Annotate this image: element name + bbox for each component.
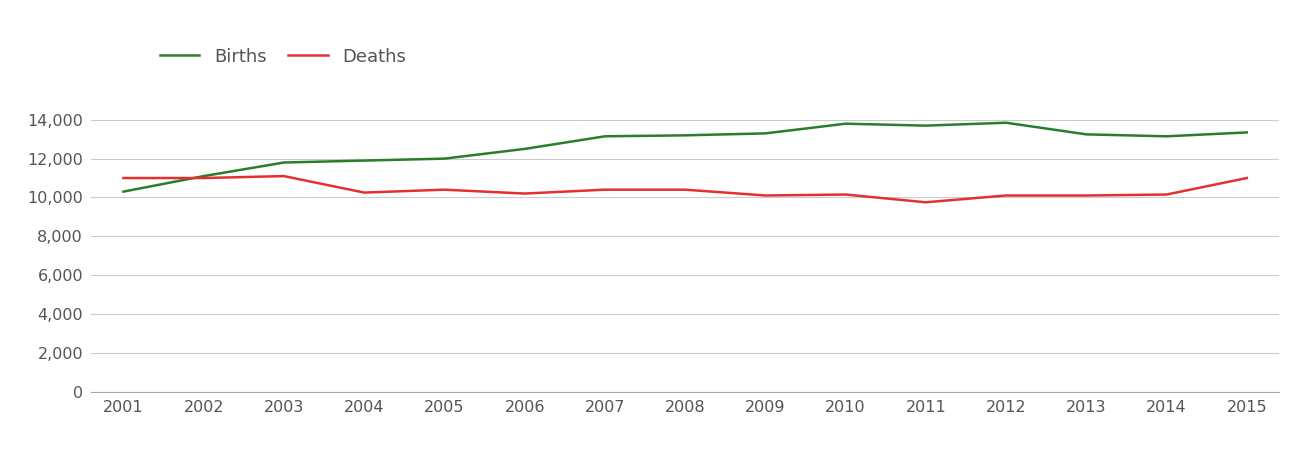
Deaths: [437, 187, 453, 193]
Line: Births: Births: [124, 123, 1246, 192]
Deaths: [838, 192, 853, 197]
Deaths: [116, 176, 132, 181]
Births: [196, 173, 211, 179]
Births: [356, 158, 372, 163]
Deaths: [998, 193, 1014, 198]
Births: [998, 120, 1014, 126]
Births: [116, 189, 132, 194]
Deaths: [1238, 176, 1254, 181]
Births: [1159, 134, 1174, 139]
Line: Deaths: Deaths: [124, 176, 1246, 202]
Deaths: [196, 176, 211, 181]
Legend: Births, Deaths: Births, Deaths: [159, 48, 406, 66]
Births: [598, 134, 613, 139]
Births: [917, 123, 933, 128]
Deaths: [517, 191, 532, 196]
Births: [437, 156, 453, 162]
Deaths: [598, 187, 613, 193]
Deaths: [917, 200, 933, 205]
Deaths: [1159, 192, 1174, 197]
Births: [838, 121, 853, 126]
Births: [277, 160, 292, 165]
Births: [1238, 130, 1254, 135]
Deaths: [356, 190, 372, 195]
Births: [757, 130, 773, 136]
Deaths: [677, 187, 693, 193]
Deaths: [277, 173, 292, 179]
Deaths: [757, 193, 773, 198]
Births: [677, 133, 693, 138]
Births: [1078, 132, 1094, 137]
Deaths: [1078, 193, 1094, 198]
Births: [517, 146, 532, 152]
